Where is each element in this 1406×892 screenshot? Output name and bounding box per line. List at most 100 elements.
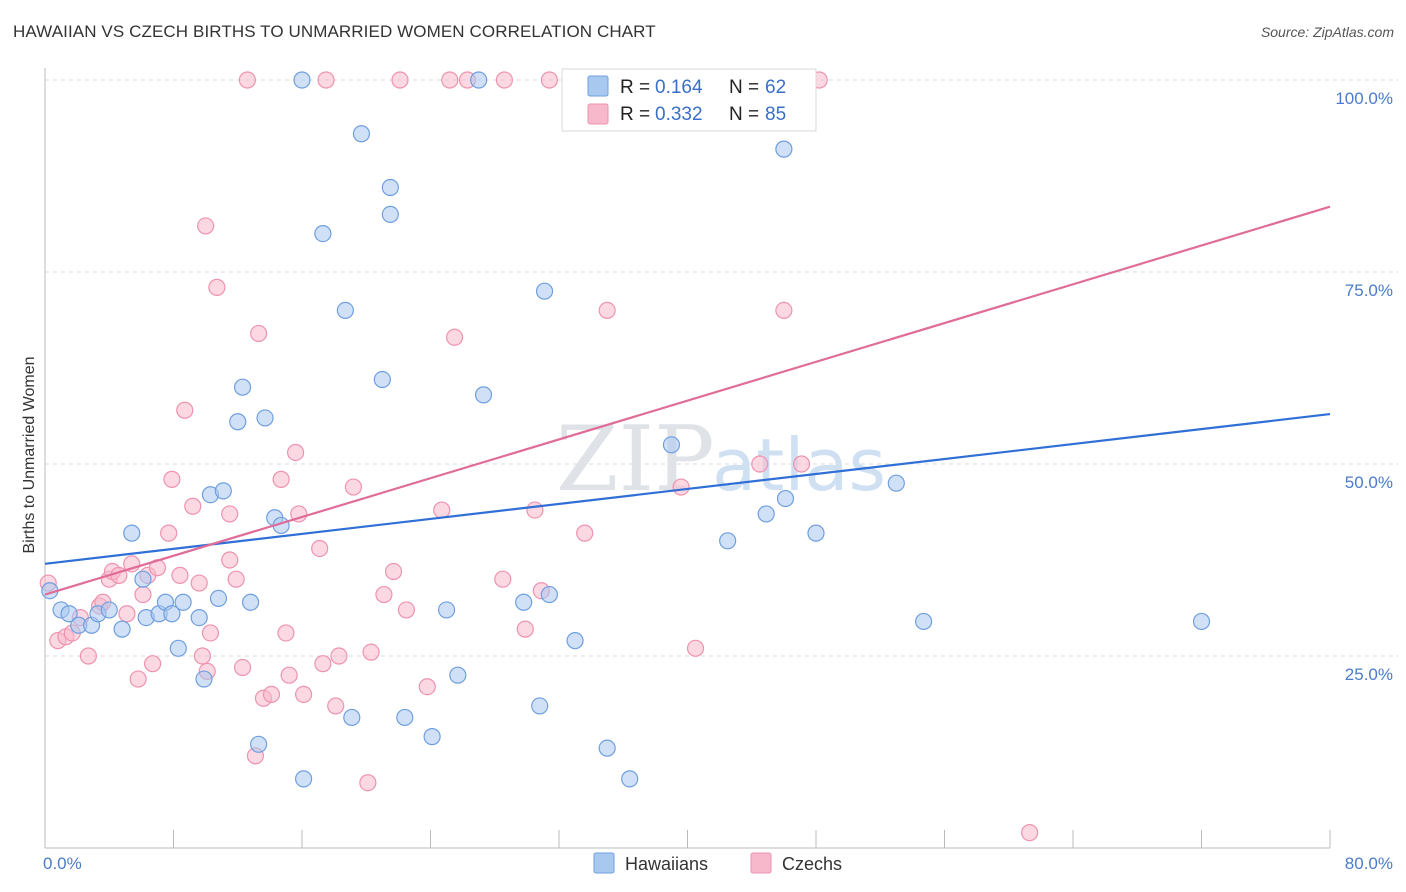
hawaiians-point bbox=[60, 605, 78, 623]
hawaiians-point bbox=[470, 71, 488, 89]
chart-source: Source: ZipAtlas.com bbox=[1260, 24, 1394, 40]
trend-lines bbox=[44, 205, 1331, 596]
hawaiians-point bbox=[531, 697, 549, 715]
czechs-n-value: 85 bbox=[765, 104, 786, 125]
hawaiians-point bbox=[169, 639, 187, 657]
czechs-point bbox=[397, 601, 416, 619]
hawaiians-point bbox=[352, 125, 371, 143]
czechs-point bbox=[314, 655, 332, 673]
hawaiians-legend-label: Hawaiians bbox=[625, 854, 708, 874]
czechs-point bbox=[445, 328, 464, 346]
y-tick-label: 25.0% bbox=[1345, 665, 1393, 684]
hawaiians-point bbox=[295, 770, 313, 788]
czechs-point bbox=[576, 524, 594, 542]
czechs-point bbox=[330, 647, 348, 665]
czechs-bottom-swatch bbox=[750, 852, 772, 874]
czechs-point bbox=[193, 647, 212, 665]
czechs-point bbox=[79, 647, 97, 665]
hawaiians-point bbox=[423, 728, 441, 746]
hawaiians-point bbox=[566, 632, 584, 650]
hawaiians-point bbox=[113, 620, 131, 638]
czechs-point bbox=[262, 685, 281, 704]
y-tick-label: 100.0% bbox=[1335, 89, 1393, 108]
czechs-point bbox=[144, 655, 162, 673]
czechs-point bbox=[311, 539, 329, 558]
czechs-point bbox=[272, 470, 290, 488]
czechs-point bbox=[375, 585, 393, 604]
czechs-points bbox=[39, 71, 1039, 842]
y-axis-title: Births to Unmarried Women bbox=[21, 356, 38, 553]
hawaiians-point bbox=[163, 605, 181, 623]
czechs-point bbox=[197, 217, 215, 235]
hawaiians-point bbox=[396, 708, 414, 727]
hawaiians-point bbox=[373, 370, 391, 389]
hawaiians-point bbox=[719, 532, 737, 550]
czechs-point bbox=[280, 666, 298, 684]
hawaiians-point bbox=[233, 378, 252, 396]
czechs-point bbox=[495, 71, 513, 89]
hawaiians-point bbox=[293, 71, 311, 89]
czechs-point bbox=[540, 71, 558, 89]
stats-legend: R = 0.164 N = 62 R = 0.332 N = 85 bbox=[561, 68, 817, 132]
hawaiians-point bbox=[540, 585, 558, 604]
hawaiians-trend-line bbox=[44, 412, 1331, 565]
czechs-point bbox=[344, 478, 362, 496]
czechs-point bbox=[286, 443, 305, 462]
hawaiians-point bbox=[662, 436, 681, 454]
czechs-point bbox=[129, 670, 147, 688]
hawaiians-point bbox=[209, 589, 228, 608]
czechs-point bbox=[686, 639, 705, 657]
czechs-point bbox=[208, 278, 226, 296]
czechs-point bbox=[526, 501, 544, 519]
czechs-point bbox=[190, 574, 208, 592]
hawaiians-point bbox=[250, 735, 268, 753]
hawaiians-point bbox=[621, 770, 639, 788]
y-tick-label: 75.0% bbox=[1345, 281, 1393, 300]
czechs-point bbox=[516, 620, 534, 638]
y-tick-label: 50.0% bbox=[1345, 473, 1393, 492]
czechs-point bbox=[221, 551, 239, 569]
czechs-point bbox=[118, 605, 136, 623]
hawaiians-point bbox=[775, 140, 793, 158]
czechs-r-label: R = bbox=[620, 104, 650, 125]
hawaiians-point bbox=[343, 708, 361, 727]
hawaiians-r-value: 0.164 bbox=[655, 77, 703, 98]
hawaiians-point bbox=[174, 593, 192, 611]
czechs-point bbox=[362, 643, 380, 661]
hawaiians-point bbox=[535, 282, 554, 300]
hawaiians-point bbox=[190, 608, 208, 627]
hawaiians-point bbox=[598, 739, 616, 757]
hawaiians-point bbox=[123, 524, 141, 542]
czechs-legend-swatch bbox=[587, 103, 609, 125]
czechs-point bbox=[433, 501, 451, 519]
czechs-point bbox=[494, 570, 512, 588]
series-legend: Hawaiians Czechs bbox=[593, 852, 842, 874]
x-tick-label: 80.0% bbox=[1345, 854, 1393, 873]
hawaiians-legend-swatch bbox=[587, 75, 609, 97]
hawaiians-point bbox=[256, 409, 274, 427]
czechs-point bbox=[418, 678, 436, 696]
czechs-point bbox=[391, 71, 409, 89]
czechs-point bbox=[441, 71, 459, 89]
czechs-point bbox=[792, 455, 811, 473]
hawaiians-point bbox=[229, 413, 247, 431]
czechs-point bbox=[201, 624, 220, 642]
czechs-point bbox=[317, 71, 335, 89]
hawaiians-point bbox=[195, 670, 213, 688]
czechs-point bbox=[751, 455, 769, 473]
czechs-point bbox=[290, 505, 308, 523]
czechs-point bbox=[250, 324, 268, 343]
hawaiians-point bbox=[437, 601, 456, 619]
czechs-point bbox=[171, 566, 189, 584]
hawaiians-point bbox=[757, 505, 775, 523]
hawaiians-point bbox=[887, 474, 905, 492]
x-tick-labels: 0.0% 80.0% bbox=[43, 854, 1393, 873]
hawaiians-n-value: 62 bbox=[765, 77, 786, 98]
hawaiians-bottom-swatch bbox=[593, 852, 615, 874]
hawaiians-point bbox=[214, 482, 232, 500]
hawaiians-point bbox=[336, 301, 354, 319]
grid-lines bbox=[45, 79, 1398, 657]
chart-title: HAWAIIAN VS CZECH BIRTHS TO UNMARRIED WO… bbox=[13, 22, 656, 41]
czechs-point bbox=[227, 570, 245, 588]
